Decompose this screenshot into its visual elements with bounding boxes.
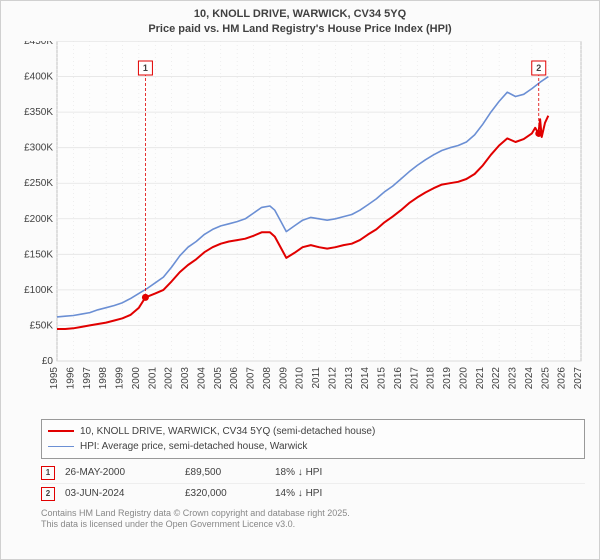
event-price: £320,000 <box>185 488 275 499</box>
event-row: 1 26-MAY-2000£89,50018% ↓ HPI <box>41 463 585 484</box>
y-tick-label: £0 <box>42 356 54 367</box>
attribution: Contains HM Land Registry data © Crown c… <box>41 508 585 531</box>
x-tick-label: 2004 <box>196 366 207 389</box>
event-marker-number: 2 <box>536 63 541 73</box>
x-tick-label: 2021 <box>475 366 486 389</box>
x-tick-label: 2007 <box>246 366 257 389</box>
event-delta: 18% ↓ HPI <box>275 467 585 478</box>
x-tick-label: 1999 <box>115 366 126 389</box>
event-dot <box>142 294 149 301</box>
event-price: £89,500 <box>185 467 275 478</box>
x-tick-label: 2003 <box>180 366 191 389</box>
x-tick-label: 2005 <box>213 366 224 389</box>
y-tick-label: £100K <box>24 285 53 296</box>
legend-swatch <box>48 446 74 447</box>
x-tick-label: 1995 <box>49 366 60 389</box>
title-line-2: Price paid vs. HM Land Registry's House … <box>148 23 451 35</box>
x-tick-label: 2009 <box>278 366 289 389</box>
x-tick-label: 1997 <box>82 366 93 389</box>
event-dot <box>535 130 542 137</box>
event-row: 2 03-JUN-2024£320,00014% ↓ HPI <box>41 484 585 504</box>
y-tick-label: £150K <box>24 249 53 260</box>
event-date: 03-JUN-2024 <box>65 488 185 499</box>
event-date: 26-MAY-2000 <box>65 467 185 478</box>
chart-area: £0 £50K £100K £150K £200K £250K £300K £350K £400… <box>11 41 589 413</box>
x-tick-label: 2027 <box>573 366 584 389</box>
legend-swatch <box>48 430 74 432</box>
x-tick-label: 2011 <box>311 366 322 388</box>
chart-container: 10, KNOLL DRIVE, WARWICK, CV34 5YQ Price… <box>0 0 600 560</box>
title-line-1: 10, KNOLL DRIVE, WARWICK, CV34 5YQ <box>194 8 406 20</box>
chart-title: 10, KNOLL DRIVE, WARWICK, CV34 5YQ Price… <box>1 7 599 37</box>
x-tick-label: 2017 <box>409 366 420 389</box>
x-tick-label: 2012 <box>327 366 338 389</box>
x-tick-label: 2015 <box>377 366 388 389</box>
y-tick-label: £400K <box>24 71 53 82</box>
x-tick-label: 2014 <box>360 366 371 389</box>
x-tick-label: 2002 <box>164 366 175 389</box>
y-tick-label: £250K <box>24 178 53 189</box>
legend-label: HPI: Average price, semi-detached house,… <box>80 439 307 454</box>
x-tick-label: 2000 <box>131 366 142 389</box>
y-tick-label: £200K <box>24 213 53 224</box>
x-tick-label: 2008 <box>262 366 273 389</box>
legend-row: HPI: Average price, semi-detached house,… <box>48 439 578 454</box>
x-tick-label: 2006 <box>229 366 240 389</box>
x-tick-label: 2025 <box>540 366 551 389</box>
legend-label: 10, KNOLL DRIVE, WARWICK, CV34 5YQ (semi… <box>80 424 375 439</box>
x-tick-label: 2013 <box>344 366 355 389</box>
y-tick-label: £50K <box>30 320 54 331</box>
x-tick-label: 2018 <box>426 366 437 389</box>
y-tick-label: £350K <box>24 107 53 118</box>
y-tick-label: £450K <box>24 41 53 47</box>
y-tick-label: £300K <box>24 142 53 153</box>
x-tick-label: 2020 <box>458 366 469 389</box>
event-marker-number: 1 <box>143 63 148 73</box>
attribution-line-2: This data is licensed under the Open Gov… <box>41 519 295 529</box>
x-tick-label: 2023 <box>508 366 519 389</box>
x-tick-label: 1998 <box>98 366 109 389</box>
x-tick-label: 2001 <box>147 366 158 389</box>
x-tick-label: 2019 <box>442 366 453 389</box>
event-marker-icon: 1 <box>41 466 55 480</box>
x-tick-label: 2016 <box>393 366 404 389</box>
attribution-line-1: Contains HM Land Registry data © Crown c… <box>41 508 350 518</box>
event-marker-icon: 2 <box>41 487 55 501</box>
x-tick-label: 2026 <box>557 366 568 389</box>
x-tick-label: 2010 <box>295 366 306 389</box>
events-table: 1 26-MAY-2000£89,50018% ↓ HPI 2 03-JUN-2024… <box>41 463 585 504</box>
line-chart-svg: £0 £50K £100K £150K £200K £250K £300K £350K £400… <box>11 41 591 413</box>
x-tick-label: 2024 <box>524 366 535 389</box>
x-tick-label: 2022 <box>491 366 502 389</box>
event-delta: 14% ↓ HPI <box>275 488 585 499</box>
legend-row: 10, KNOLL DRIVE, WARWICK, CV34 5YQ (semi… <box>48 424 578 439</box>
legend: 10, KNOLL DRIVE, WARWICK, CV34 5YQ (semi… <box>41 419 585 459</box>
x-tick-label: 1996 <box>65 366 76 389</box>
